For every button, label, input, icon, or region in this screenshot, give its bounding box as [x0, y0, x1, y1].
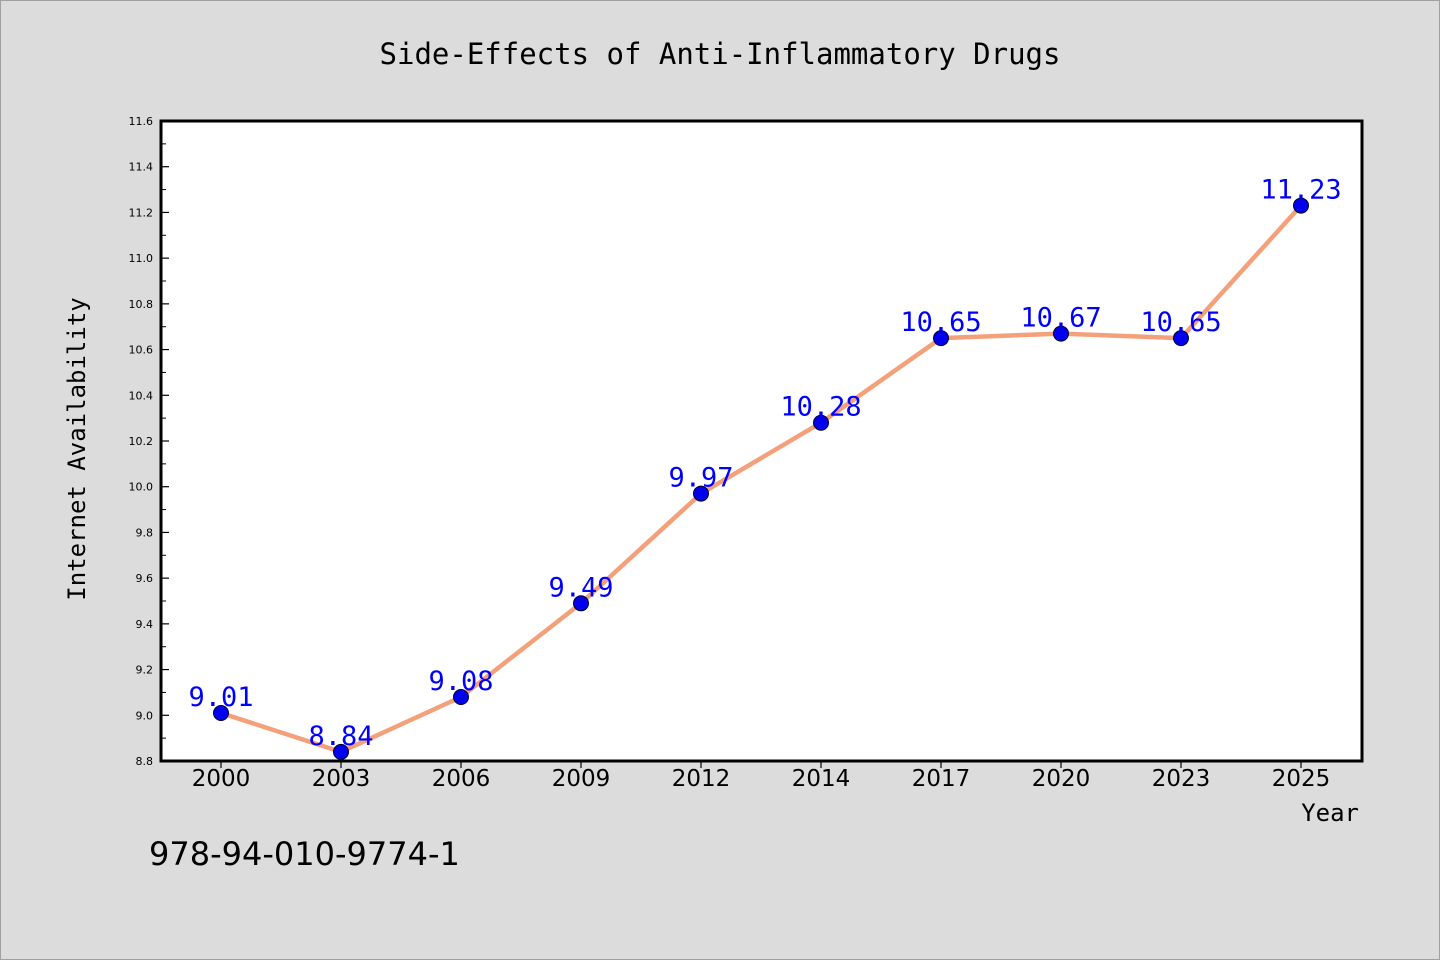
- data-point: [693, 485, 709, 502]
- y-tick-label: 11.6: [129, 115, 154, 128]
- data-point: [1173, 330, 1189, 347]
- y-axis-label: Internet Availability: [63, 297, 91, 600]
- data-label: 9.49: [548, 572, 613, 603]
- x-axis: 2000 2003 2006 2009 2012 2014 2017 2020 2023 2025: [192, 761, 1331, 792]
- y-tick-label: 9.4: [136, 618, 154, 631]
- x-tick-label: 2009: [552, 766, 611, 792]
- data-label: 10.28: [780, 392, 861, 423]
- y-tick-label: 11.4: [129, 161, 154, 174]
- annotation-text: 978-94-010-9774-1: [149, 835, 460, 873]
- data-label: 8.84: [308, 721, 373, 752]
- data-label: 10.65: [1140, 307, 1221, 338]
- x-tick-label: 2003: [312, 766, 371, 792]
- data-label: 9.01: [188, 682, 253, 713]
- data-point: [213, 705, 229, 721]
- data-point: [1293, 197, 1309, 214]
- y-tick-label: 8.8: [136, 755, 154, 768]
- x-tick-label: 2025: [1272, 766, 1331, 792]
- y-tick-label: 10.6: [129, 344, 154, 357]
- data-label: 11.23: [1260, 175, 1341, 206]
- plot-area: [159, 119, 1364, 763]
- series-line: [218, 203, 1304, 755]
- y-axis: 8.8 9.0 9.2 9.4 9.6 9.8 10.0 10.2 10.4 10.6 10.8 11…: [129, 115, 169, 768]
- y-tick-label: 11.2: [129, 206, 154, 219]
- y-tick-label: 9.6: [136, 572, 154, 585]
- x-tick-label: 2000: [192, 766, 251, 792]
- data-point: [933, 330, 949, 347]
- y-tick-label: 10.4: [129, 389, 154, 402]
- x-tick-label: 2020: [1032, 766, 1091, 792]
- data-point: [453, 689, 469, 705]
- x-tick-label: 2006: [432, 766, 491, 792]
- data-label: 10.67: [1020, 303, 1101, 334]
- data-point: [333, 743, 349, 760]
- chart-title: Side-Effects of Anti-Inflammatory Drugs: [380, 37, 1061, 71]
- y-tick-label: 10.0: [129, 481, 154, 494]
- x-tick-label: 2012: [672, 766, 731, 792]
- data-point: [813, 414, 829, 431]
- x-axis-label: Year: [1301, 799, 1359, 827]
- series-group: 9.01 8.84 9.08 9.49 9.97 10.28 10.65 10.67 10.65…: [188, 175, 1342, 760]
- y-tick-label: 10.2: [129, 435, 154, 448]
- y-tick-label: 10.8: [129, 298, 154, 311]
- data-point: [573, 595, 589, 612]
- data-label: 9.08: [428, 666, 493, 697]
- data-point: [1053, 325, 1069, 342]
- y-tick-label: 9.8: [136, 526, 154, 539]
- y-tick-label: 9.0: [136, 709, 154, 722]
- data-label: 10.65: [900, 307, 981, 338]
- y-tick-label: 11.0: [129, 252, 154, 265]
- x-tick-label: 2023: [1152, 766, 1211, 792]
- y-tick-label: 9.2: [136, 664, 154, 677]
- x-tick-label: 2014: [792, 766, 851, 792]
- data-label: 9.97: [668, 463, 733, 494]
- x-tick-label: 2017: [912, 766, 971, 792]
